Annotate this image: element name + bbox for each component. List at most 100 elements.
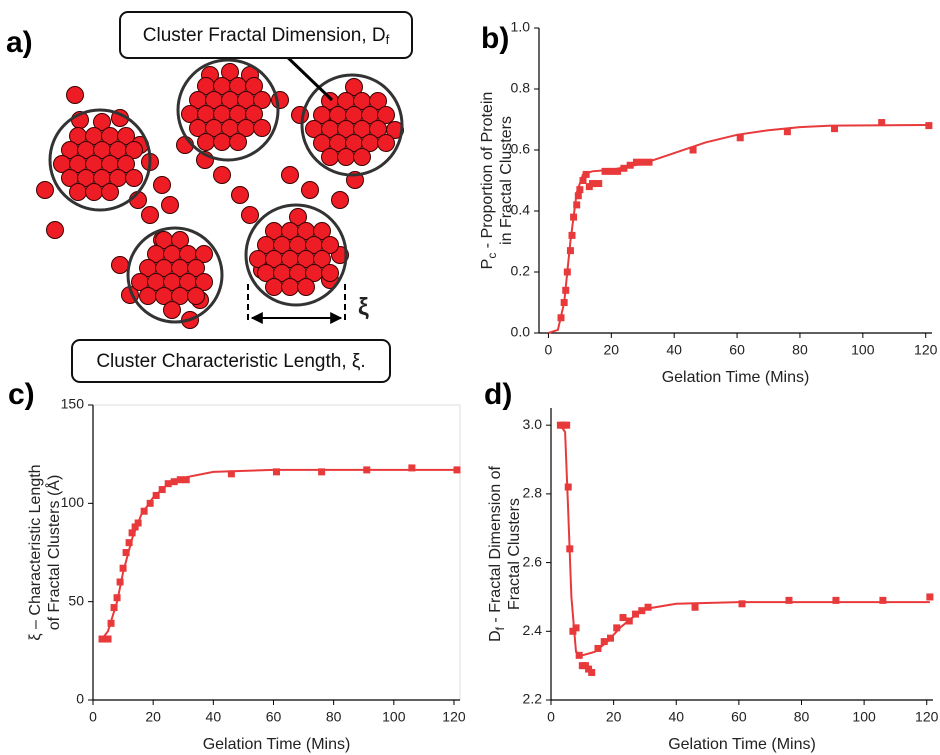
- data-point: [576, 186, 584, 194]
- particle: [125, 141, 143, 159]
- panel-label: a): [6, 26, 33, 59]
- data-point: [98, 635, 106, 643]
- data-point: [273, 468, 280, 476]
- particle: [313, 222, 331, 240]
- particle: [289, 208, 307, 226]
- y-axis-label: Df - Fractal Dimension of Fractal Cluster…: [487, 466, 523, 642]
- y-label-line: of Fractal Clusters (Å): [44, 475, 63, 631]
- particle: [66, 86, 84, 104]
- particle: [171, 231, 189, 249]
- particle: [69, 183, 87, 201]
- y-tick-label: 0.4: [511, 202, 531, 218]
- data-point: [607, 167, 615, 175]
- data-point: [318, 468, 326, 476]
- x-axis-label: Gelation Time (Mins): [203, 736, 351, 753]
- y-label-main: ξ – Characteristic Length: [27, 464, 44, 640]
- particle: [195, 245, 213, 263]
- particle: [221, 63, 239, 81]
- particle: [253, 119, 271, 137]
- data-point: [116, 578, 124, 586]
- data-point: [738, 600, 746, 608]
- data-point: [639, 158, 647, 166]
- data-point: [689, 146, 697, 154]
- x-axis-label: Gelation Time (Mins): [668, 736, 816, 753]
- y-label-rest: - Proportion of Protein: [479, 92, 496, 253]
- cluster-outline: [126, 226, 224, 324]
- data-point: [644, 603, 652, 611]
- x-tick-label: 80: [792, 342, 808, 358]
- particle: [125, 169, 143, 187]
- particle: [377, 106, 395, 124]
- particle: [161, 196, 179, 214]
- box-text: Cluster Fractal Dimension, Df: [143, 25, 390, 47]
- particle: [353, 148, 371, 166]
- box-text-main: Cluster Fractal Dimension, D: [143, 25, 386, 46]
- data-point: [632, 610, 640, 618]
- y-label-line: ξ – Characteristic Length: [27, 464, 44, 640]
- particle: [301, 181, 319, 199]
- data-point: [573, 201, 581, 209]
- data-point: [574, 192, 582, 200]
- data-point: [783, 128, 791, 136]
- data-point: [619, 614, 627, 622]
- x-tick-label: 120: [915, 709, 939, 725]
- data-point: [128, 529, 136, 537]
- y-tick-label: 100: [61, 494, 85, 510]
- y-tick-label: 0.6: [511, 141, 531, 157]
- data-point: [579, 177, 587, 184]
- data-point: [572, 624, 580, 632]
- data-point: [613, 624, 621, 632]
- data-point: [119, 564, 127, 572]
- data-point: [879, 596, 887, 604]
- x-tick-label: 100: [382, 709, 406, 725]
- y-label-main: P: [479, 259, 496, 270]
- particle: [241, 206, 259, 224]
- particle: [187, 287, 205, 305]
- y-label-line: Df - Fractal Dimension of: [487, 466, 507, 642]
- plot-frame: [92, 404, 461, 701]
- y-tick-label: 2.6: [523, 553, 543, 569]
- x-tick-label: 80: [326, 709, 342, 725]
- data-point: [588, 180, 596, 188]
- x-tick-label: 40: [206, 709, 222, 725]
- particle: [46, 221, 64, 239]
- particle: [331, 191, 349, 209]
- particle: [93, 113, 111, 131]
- fit-line: [559, 424, 930, 657]
- particle: [197, 133, 215, 151]
- particle: [321, 236, 339, 254]
- x-tick-label: 0: [545, 342, 553, 358]
- data-point: [125, 539, 133, 547]
- panel-label: b): [481, 22, 509, 55]
- cluster-outline: [244, 203, 348, 307]
- particle: [321, 148, 339, 166]
- particle: [245, 105, 263, 123]
- particle: [297, 278, 315, 296]
- data-point: [563, 421, 571, 429]
- y-label-line: Fractal Clusters: [506, 498, 523, 610]
- x-tick-label: 40: [668, 709, 684, 725]
- x-tick-label: 60: [266, 709, 282, 725]
- particle: [369, 92, 387, 110]
- cluster-outline: [300, 73, 404, 177]
- particle: [85, 183, 103, 201]
- particle: [369, 120, 387, 138]
- data-point: [122, 549, 130, 556]
- particle: [253, 91, 271, 109]
- label-box: [71, 339, 391, 383]
- x-tick-label: 0: [89, 709, 97, 725]
- x-tick-label: 80: [794, 709, 810, 725]
- x-tick-label: 100: [851, 342, 875, 358]
- y-tick-label: 150: [61, 396, 85, 412]
- y-label-line: Pc - Proportion of Protein: [479, 92, 499, 270]
- data-point: [600, 638, 608, 646]
- y-tick-label: 2.8: [523, 485, 543, 501]
- data-point: [878, 119, 886, 127]
- particle: [187, 259, 205, 277]
- particle: [139, 287, 157, 305]
- x-tick-label: 40: [666, 342, 682, 358]
- particle: [111, 256, 129, 274]
- y-tick-label: 0.0: [511, 324, 531, 340]
- cluster-outline: [48, 108, 152, 212]
- particle: [345, 78, 363, 96]
